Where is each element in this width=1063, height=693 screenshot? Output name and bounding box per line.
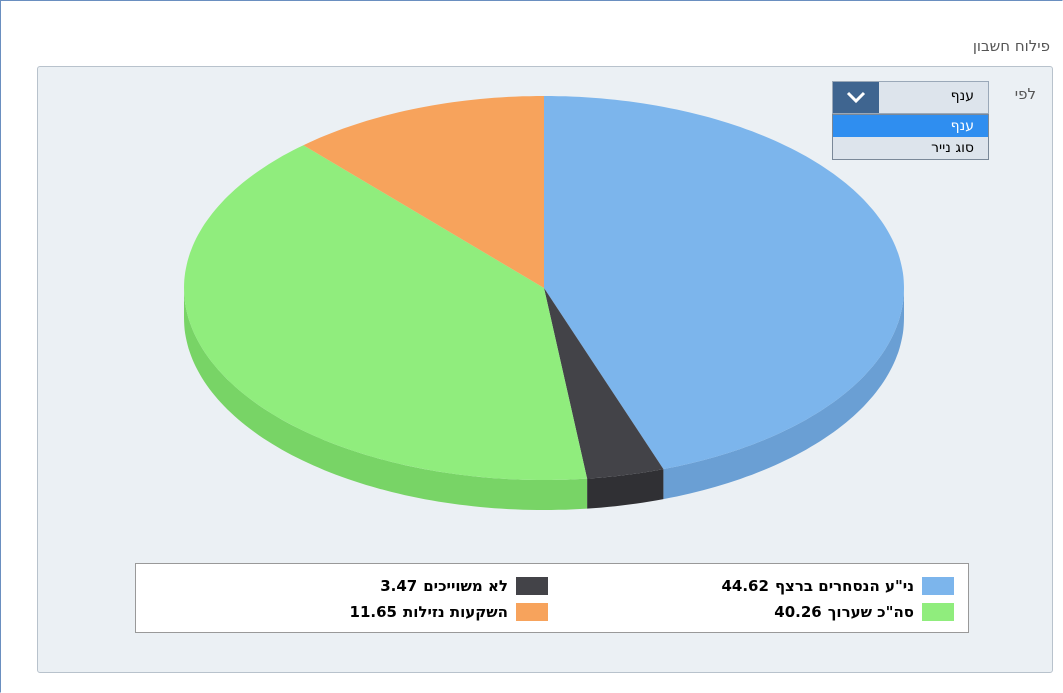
legend-label: לא משוייכים	[423, 577, 508, 595]
slice	[544, 288, 664, 479]
legend-label: ני"ע הנסחרים ברצף	[774, 577, 914, 595]
legend-swatch	[922, 577, 954, 595]
legend-value: 3.47	[380, 577, 418, 595]
legend-value: 44.62	[721, 577, 769, 595]
slice-side	[587, 469, 664, 509]
legend-swatch	[516, 603, 548, 621]
legend-value: 11.65	[349, 603, 397, 621]
dropdown-value: ענף	[950, 88, 974, 104]
dropdown-list: ענף סוג נייר	[832, 114, 989, 160]
slice-side	[663, 288, 904, 500]
legend-swatch	[516, 577, 548, 595]
dropdown-option[interactable]: ענף	[833, 115, 988, 137]
legend: ני"ע הנסחרים ברצף 44.62 לא משוייכים 3.47 סה"…	[135, 563, 969, 633]
legend-item: לא משוייכים 3.47	[380, 575, 548, 597]
panel-title: פילוח חשבון	[972, 37, 1050, 55]
legend-label: השקעות נזילות	[402, 603, 508, 621]
legend-swatch	[922, 603, 954, 621]
legend-item: סה"כ שערוך 40.26	[774, 601, 954, 623]
slice	[303, 96, 544, 288]
legend-label: סה"כ שערוך	[827, 603, 914, 621]
filter-label: לפי	[1014, 85, 1036, 103]
dropdown-option[interactable]: סוג נייר	[931, 140, 974, 156]
legend-item: השקעות נזילות 11.65	[350, 601, 548, 623]
chevron	[846, 91, 866, 104]
legend-item: ני"ע הנסחרים ברצף 44.62	[721, 575, 954, 597]
dropdown-button[interactable]	[833, 82, 879, 113]
slice	[184, 145, 588, 480]
legend-value: 40.26	[774, 603, 822, 621]
dropdown[interactable]: ענף	[832, 81, 989, 114]
slice-side	[184, 288, 588, 510]
slice	[544, 96, 904, 470]
